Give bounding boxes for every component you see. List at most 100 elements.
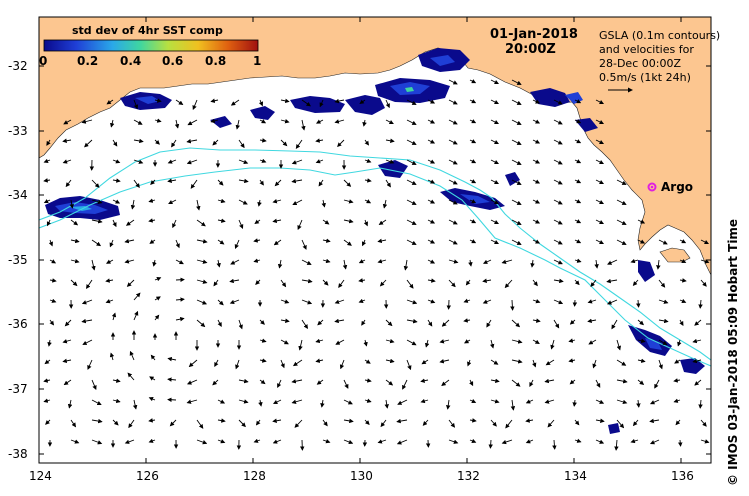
velocity-arrow: [422, 419, 429, 426]
velocity-arrow: [550, 339, 555, 350]
velocity-arrow: [595, 399, 605, 404]
velocity-arrow: [675, 419, 681, 426]
velocity-arrow: [385, 379, 394, 386]
velocity-arrow: [259, 319, 265, 325]
velocity-arrow: [196, 259, 208, 264]
velocity-arrow: [257, 199, 262, 207]
velocity-arrow: [490, 399, 500, 404]
velocity-arrow: [700, 259, 710, 264]
velocity-arrow: [692, 338, 702, 344]
velocity-arrow: [553, 179, 563, 185]
velocity-arrow: [258, 99, 264, 107]
velocity-arrow: [280, 118, 290, 124]
velocity-arrow: [439, 359, 450, 364]
velocity-arrow: [217, 418, 226, 423]
y-tick-label: -35: [8, 253, 28, 267]
velocity-arrow: [636, 299, 641, 308]
velocity-arrow: [174, 119, 180, 129]
velocity-arrow: [229, 299, 240, 305]
velocity-arrow: [698, 399, 703, 409]
velocity-arrow: [448, 219, 458, 225]
velocity-arrow: [214, 359, 219, 367]
velocity-arrow: [607, 259, 618, 265]
velocity-arrow: [532, 298, 541, 304]
velocity-arrow: [229, 278, 240, 284]
velocity-arrow: [469, 239, 477, 244]
velocity-arrow: [510, 299, 515, 311]
velocity-vectors: [43, 79, 710, 451]
velocity-arrow: [679, 298, 687, 304]
velocity-arrow: [427, 319, 433, 327]
velocity-arrow: [441, 379, 450, 387]
velocity-arrow: [291, 379, 303, 384]
velocity-arrow: [109, 119, 115, 128]
velocity-arrow: [213, 279, 219, 287]
velocity-arrow: [172, 219, 177, 229]
velocity-arrow: [698, 299, 703, 309]
velocity-arrow: [364, 359, 371, 364]
velocity-arrow: [112, 378, 121, 383]
velocity-arrow: [490, 79, 500, 85]
velocity-arrow: [301, 319, 308, 330]
x-tick-label: 136: [671, 469, 694, 483]
velocity-arrow: [148, 198, 156, 203]
velocity-arrow: [378, 219, 387, 226]
velocity-arrow: [192, 99, 198, 111]
velocity-arrow: [595, 439, 605, 444]
velocity-arrow: [674, 359, 681, 364]
velocity-arrow: [342, 259, 348, 270]
velocity-arrow: [616, 199, 627, 205]
velocity-arrow: [343, 379, 349, 389]
velocity-arrow: [490, 378, 500, 384]
velocity-arrow: [574, 419, 580, 426]
x-tick-label: 124: [29, 469, 52, 483]
velocity-arrow: [112, 139, 118, 147]
velocity-arrow: [529, 379, 534, 387]
velocity-arrow: [658, 339, 668, 346]
velocity-arrow: [490, 179, 500, 185]
velocity-arrow: [315, 338, 324, 344]
colorbar-tick: 0.4: [120, 54, 142, 68]
velocity-arrow: [616, 399, 628, 405]
velocity-arrow: [43, 199, 51, 204]
velocity-arrow: [154, 296, 161, 301]
velocity-arrow: [301, 239, 307, 250]
velocity-arrow: [658, 239, 668, 245]
velocity-arrow: [574, 199, 582, 204]
velocity-arrow: [532, 199, 541, 204]
velocity-arrow: [482, 259, 492, 264]
velocity-arrow: [358, 298, 366, 303]
velocity-arrow: [532, 279, 538, 287]
velocity-arrow: [469, 398, 477, 404]
velocity-arrow: [45, 419, 51, 425]
velocity-arrow: [611, 319, 618, 330]
velocity-arrow: [124, 259, 135, 264]
velocity-arrow: [364, 139, 370, 146]
velocity-arrow: [572, 399, 577, 407]
velocity-arrow: [337, 139, 345, 148]
velocity-arrow: [46, 139, 51, 146]
velocity-arrow: [43, 398, 51, 403]
velocity-arrow: [511, 319, 521, 328]
velocity-arrow: [553, 299, 564, 305]
velocity-arrow: [196, 439, 208, 445]
velocity-arrow: [259, 179, 264, 186]
velocity-arrow: [469, 219, 477, 224]
velocity-arrow: [637, 358, 646, 363]
velocity-arrow: [510, 399, 516, 411]
velocity-arrow: [358, 259, 366, 264]
velocity-arrow: [532, 219, 541, 224]
velocity-arrow: [67, 399, 73, 409]
velocity-arrow: [91, 399, 102, 406]
velocity-arrow: [362, 119, 367, 127]
velocity-arrow: [532, 179, 541, 184]
velocity-arrow: [301, 259, 312, 265]
velocity-arrow: [70, 258, 80, 264]
velocity-arrow: [532, 318, 541, 323]
velocity-arrow: [238, 178, 249, 184]
velocity-arrow: [406, 299, 418, 305]
velocity-arrow: [595, 379, 601, 388]
velocity-arrow: [133, 179, 140, 189]
velocity-arrow: [316, 379, 324, 385]
velocity-arrow: [616, 219, 627, 225]
